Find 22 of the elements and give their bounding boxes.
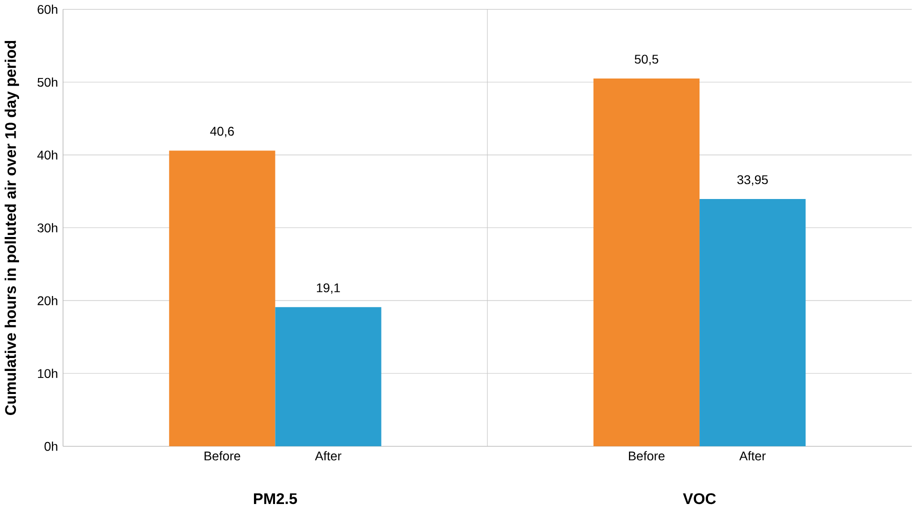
y-tick-label: 50h xyxy=(38,78,58,87)
x-tick-label: PM2.5 xyxy=(254,493,298,504)
text: Before xyxy=(628,451,665,461)
bar xyxy=(700,199,806,446)
data-label: 40,6 xyxy=(210,126,234,138)
y-axis-title: Cumulative hours in polluted air over 10 day period xyxy=(4,41,20,416)
text: After xyxy=(739,451,766,461)
y-tick-label: 60h xyxy=(38,4,58,14)
bar xyxy=(169,150,276,446)
y-tick-label: 30h xyxy=(38,223,58,233)
y-tick-label: 40h xyxy=(37,150,58,160)
bar xyxy=(275,307,382,446)
y-tick-label: 10h xyxy=(38,368,58,378)
data-label: 33,95 xyxy=(737,175,768,186)
y-tick-label: 20h xyxy=(38,296,58,306)
data-label: 19,1 xyxy=(316,283,340,294)
bar xyxy=(593,78,700,446)
x-tick-label: VOC xyxy=(682,493,716,504)
data-label: 50,5 xyxy=(634,54,658,66)
series-label: After xyxy=(314,451,342,461)
series-label: Before xyxy=(204,451,240,461)
y-tick-label: 0h xyxy=(44,442,58,451)
